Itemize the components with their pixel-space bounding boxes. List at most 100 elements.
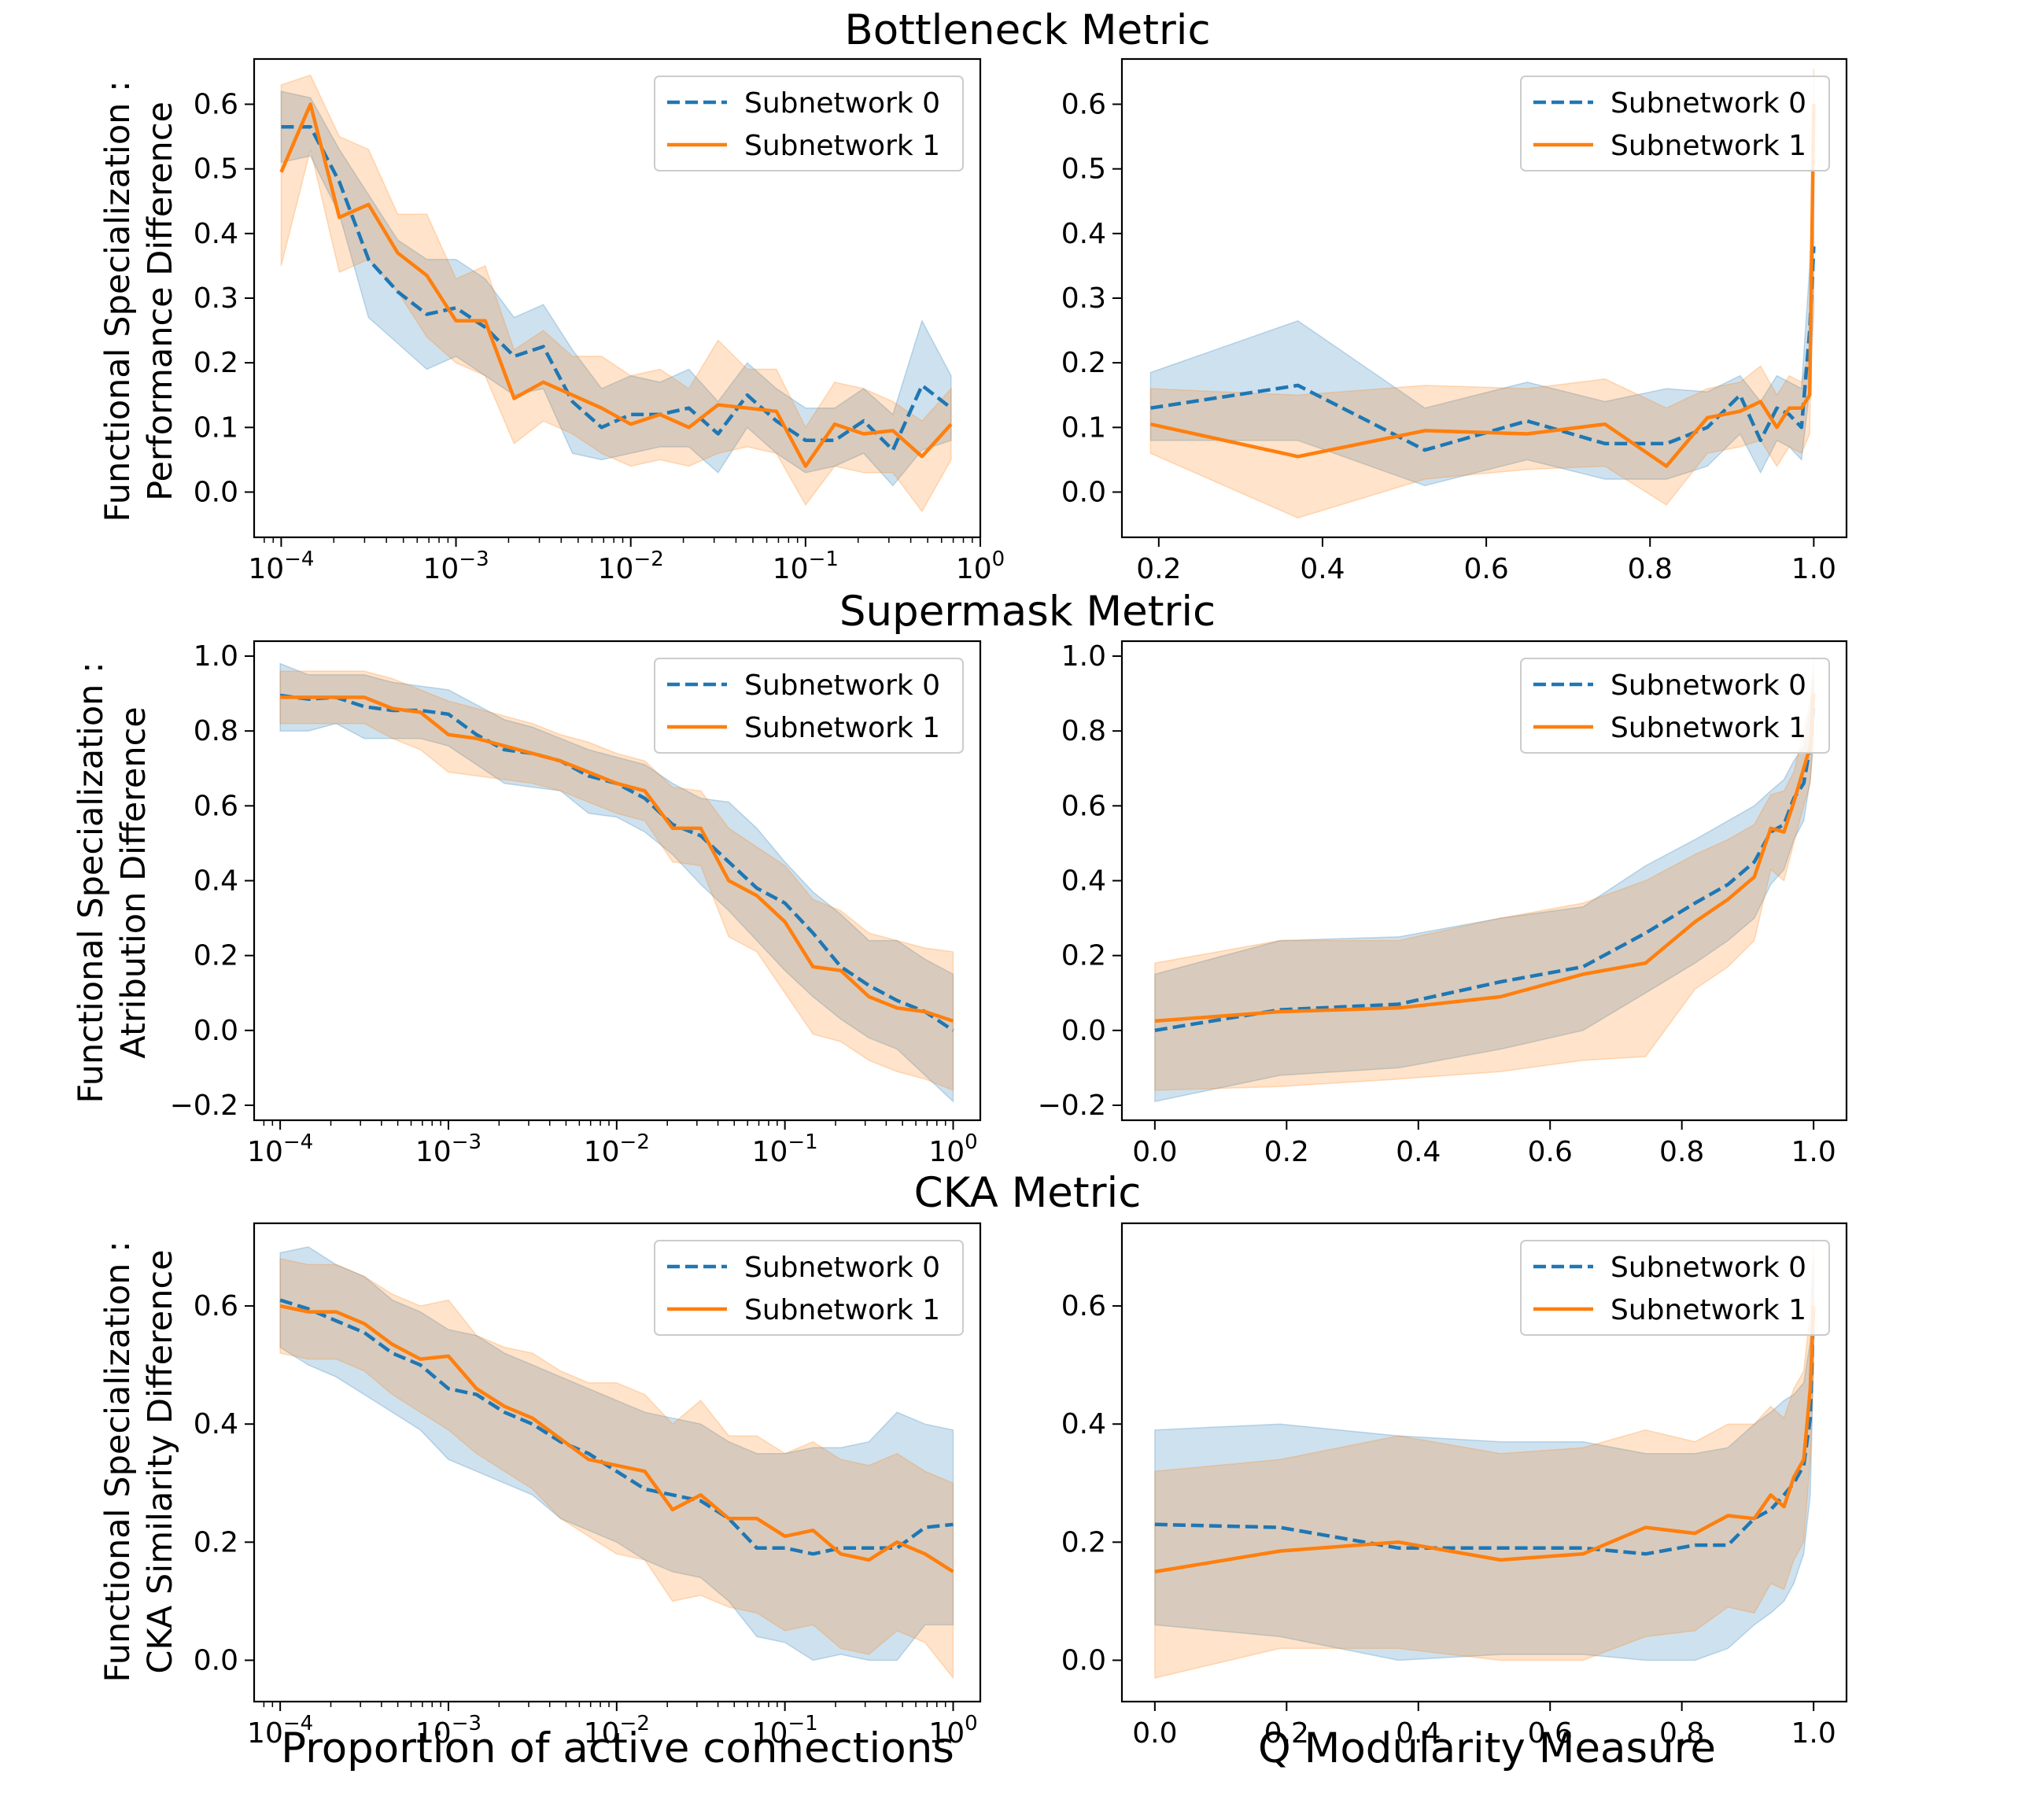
legend-label-1: Subnetwork 1 bbox=[1610, 1294, 1806, 1326]
legend: Subnetwork 0 Subnetwork 1 bbox=[1520, 76, 1830, 171]
ylabel-supermask-line1: Functional Specialization : bbox=[72, 662, 111, 1103]
panel-bottleneck-left: 10−4 10−3 10−2 10−1 100 0.0 0.1 0.2 0.3 0.4 0.5 0.6… bbox=[194, 57, 1005, 585]
x-tick-label: 0.6 bbox=[1528, 1136, 1573, 1168]
y-tick-label: 0.2 bbox=[194, 347, 238, 379]
y-tick-label: −0.2 bbox=[170, 1090, 238, 1122]
panel-bottleneck-right: 0.2 0.4 0.6 0.8 1.0 0.0 0.1 0.2 0.3 0.4 0.5 0.6 Subn… bbox=[1061, 57, 1848, 585]
axes-frame bbox=[1120, 1222, 1848, 1703]
band-series-0 bbox=[1149, 168, 1815, 487]
legend-label-1: Subnetwork 1 bbox=[744, 130, 940, 162]
xlabel-left: Proportion of active connections bbox=[281, 1724, 954, 1772]
y-tick-label: 0.0 bbox=[194, 476, 238, 508]
y-tick-label: 0.4 bbox=[194, 218, 238, 250]
y-tick-label: −0.2 bbox=[1038, 1090, 1106, 1122]
line-series-1 bbox=[1149, 104, 1816, 468]
y-tick-label: 0.1 bbox=[194, 411, 238, 444]
line-series-1 bbox=[1154, 1306, 1816, 1574]
panels: 10−4 10−3 10−2 10−1 100 0.0 0.1 0.2 0.3 0.4 0.5 0.6… bbox=[170, 57, 1848, 1750]
legend-frame bbox=[654, 76, 964, 171]
x-tick-label: 0.6 bbox=[1528, 1717, 1573, 1750]
y-tick-label: 0.6 bbox=[1061, 1290, 1106, 1322]
band-series-0 bbox=[280, 90, 952, 487]
y-tick-label: 0.6 bbox=[194, 1290, 238, 1322]
panel-cka-left: 10−4 10−3 10−2 10−1 1000.00.20.40.6Subnetwor… bbox=[194, 1222, 982, 1750]
x-tick-label: 10−3 bbox=[415, 1130, 481, 1168]
x-tick-label: 0.0 bbox=[1132, 1136, 1177, 1168]
row-title-supermask: Supermask Metric bbox=[839, 588, 1216, 636]
legend-label-0: Subnetwork 0 bbox=[1610, 1252, 1806, 1284]
legend-frame bbox=[654, 658, 964, 754]
y-tick-label: 1.0 bbox=[194, 640, 238, 673]
legend-label-1: Subnetwork 1 bbox=[1610, 130, 1806, 162]
ylabel-supermask-line2: Atribution Difference bbox=[114, 706, 153, 1058]
legend-frame bbox=[1520, 76, 1830, 171]
x-tick-label: 10−2 bbox=[584, 1130, 650, 1168]
x-tick-label: 10−1 bbox=[752, 1130, 818, 1168]
y-tick-label: 0.5 bbox=[1061, 153, 1106, 186]
y-tick-label: 0.5 bbox=[194, 153, 238, 186]
ylabel-cka-line2: CKA Similarity Difference bbox=[141, 1249, 180, 1673]
y-tick-label: 0.0 bbox=[1061, 476, 1106, 508]
legend-label-0: Subnetwork 0 bbox=[744, 669, 940, 702]
y-tick-label: 0.8 bbox=[1061, 715, 1106, 747]
y-tick-label: 0.3 bbox=[1061, 282, 1106, 315]
line-series-0 bbox=[1154, 708, 1816, 1033]
legend-label-0: Subnetwork 0 bbox=[1610, 669, 1806, 702]
line-series-0 bbox=[279, 1298, 954, 1556]
x-tick-label: 0.4 bbox=[1396, 1717, 1441, 1750]
y-tick-label: 0.6 bbox=[1061, 790, 1106, 822]
panel-cka-right: 0.0 0.2 0.4 0.6 0.8 1.0 0.0 0.2 0.4 0.6 Subnetwork… bbox=[1061, 1222, 1848, 1750]
x-tick-label: 10−4 bbox=[248, 548, 314, 585]
y-tick-label: 0.2 bbox=[1061, 347, 1106, 379]
band-series-1 bbox=[279, 1258, 954, 1680]
x-tick-label: 10−3 bbox=[415, 1712, 481, 1750]
y-tick-label: 0.6 bbox=[1061, 89, 1106, 121]
band-series-1 bbox=[279, 670, 954, 1092]
y-tick-label: 0.4 bbox=[194, 1408, 238, 1440]
row-title-cka: CKA Metric bbox=[914, 1169, 1142, 1217]
legend: Subnetwork 0 Subnetwork 1 bbox=[654, 658, 964, 754]
legend: Subnetwork 0 Subnetwork 1 bbox=[654, 76, 964, 171]
x-tick-label: 0.8 bbox=[1628, 553, 1673, 585]
x-tick-label: 100 bbox=[956, 548, 1005, 585]
y-tick-label: 0.0 bbox=[194, 1015, 238, 1047]
x-tick-label: 10−3 bbox=[422, 548, 489, 585]
y-tick-label: 0.2 bbox=[1061, 940, 1106, 972]
x-tick-label: 0.2 bbox=[1136, 553, 1181, 585]
line-series-1 bbox=[279, 1304, 954, 1573]
legend-label-0: Subnetwork 0 bbox=[744, 87, 940, 120]
y-tick-label: 0.4 bbox=[1061, 218, 1106, 250]
line-series-1 bbox=[280, 695, 954, 1023]
line-series-0 bbox=[1150, 246, 1816, 452]
legend-frame bbox=[1520, 1240, 1830, 1336]
band-series-0 bbox=[279, 662, 954, 1103]
legend-frame bbox=[654, 1240, 964, 1336]
x-tick-label: 0.2 bbox=[1264, 1136, 1309, 1168]
x-tick-label: 1.0 bbox=[1791, 1136, 1836, 1168]
x-tick-label: 10−1 bbox=[773, 548, 839, 585]
y-tick-label: 0.6 bbox=[194, 790, 238, 822]
y-tick-label: 0.4 bbox=[1061, 865, 1106, 898]
legend-label-1: Subnetwork 1 bbox=[744, 1294, 940, 1326]
x-tick-label: 1.0 bbox=[1791, 1717, 1836, 1750]
line-series-1 bbox=[1154, 693, 1816, 1023]
y-tick-label: 0.2 bbox=[194, 1526, 238, 1558]
x-tick-label: 10−2 bbox=[598, 548, 664, 585]
y-tick-label: 1.0 bbox=[1061, 640, 1106, 673]
x-tick-label: 0.8 bbox=[1659, 1136, 1704, 1168]
x-tick-label: 10−4 bbox=[247, 1130, 313, 1168]
line-series-1 bbox=[279, 102, 953, 468]
ylabel-bottleneck-line1: Functional Specialization : bbox=[98, 80, 138, 522]
x-tick-label: 0.0 bbox=[1132, 1717, 1177, 1750]
row-title-bottleneck: Bottleneck Metric bbox=[844, 6, 1210, 54]
band-series-0 bbox=[279, 1246, 954, 1661]
x-tick-label: 100 bbox=[928, 1712, 977, 1750]
ylabel-cka-line1: Functional Specialization : bbox=[98, 1241, 138, 1682]
y-tick-label: 0.2 bbox=[1061, 1526, 1106, 1558]
x-tick-label: 0.6 bbox=[1463, 553, 1508, 585]
y-tick-label: 0.0 bbox=[1061, 1644, 1106, 1676]
x-tick-label: 0.4 bbox=[1300, 553, 1345, 585]
panel-supermask-left: 10−4 10−3 10−2 10−1 100 −0.2 0.0 0.2 0.4 0.6 0.8 1.… bbox=[170, 640, 982, 1168]
y-tick-label: 0.0 bbox=[1061, 1015, 1106, 1047]
